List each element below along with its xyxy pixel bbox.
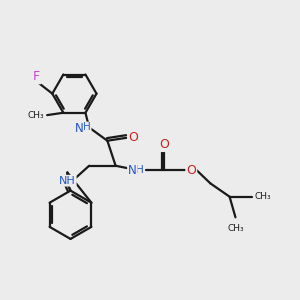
Text: CH₃: CH₃ bbox=[227, 224, 244, 233]
Text: NH: NH bbox=[59, 176, 76, 186]
Text: O: O bbox=[186, 164, 196, 177]
Text: N: N bbox=[74, 122, 83, 136]
Text: CH₃: CH₃ bbox=[254, 192, 271, 201]
Text: F: F bbox=[33, 70, 40, 83]
Text: CH₃: CH₃ bbox=[27, 111, 44, 120]
Text: H: H bbox=[83, 122, 91, 133]
Text: O: O bbox=[128, 131, 138, 144]
Text: N: N bbox=[128, 164, 137, 177]
Text: O: O bbox=[159, 138, 169, 151]
Text: H: H bbox=[136, 165, 144, 175]
